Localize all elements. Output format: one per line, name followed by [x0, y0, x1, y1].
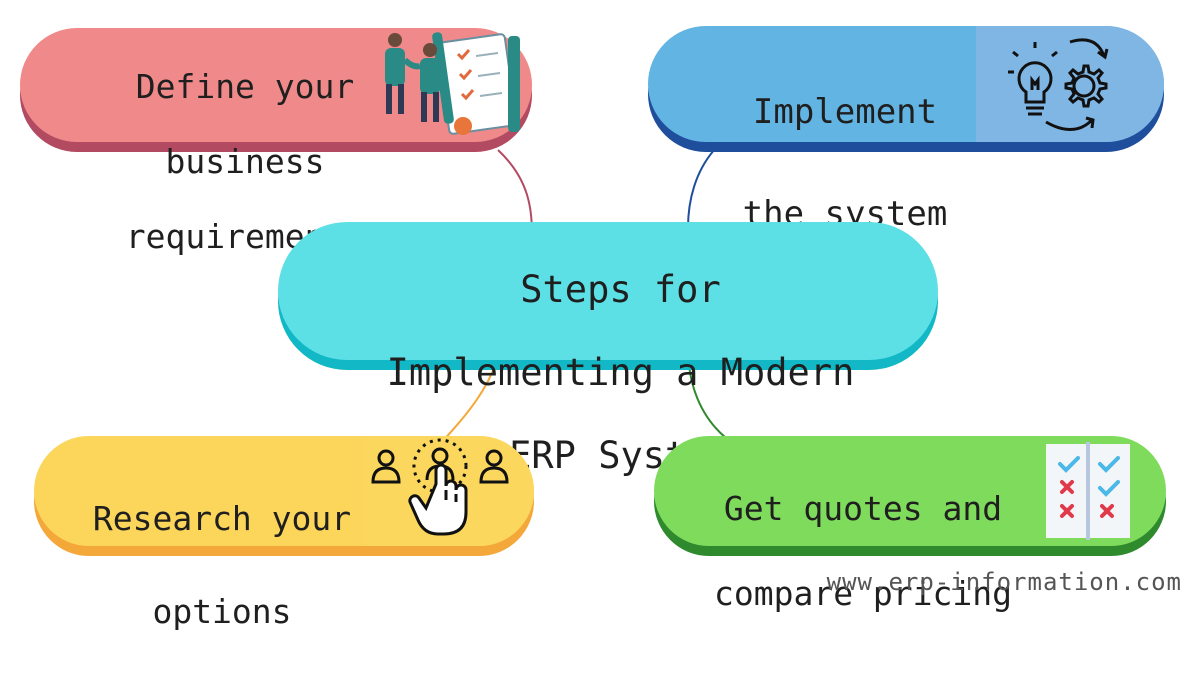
- center-line-2: Implementing a Modern: [386, 351, 855, 395]
- handshake-checklist-icon: [358, 28, 528, 138]
- center-face: [278, 222, 938, 360]
- step-quotes-label: Get quotes and compare pricing: [688, 446, 1038, 657]
- step-define-line-1: Define your: [135, 66, 355, 106]
- step-research-line-1: Research your: [92, 499, 352, 539]
- user-select-icon: [368, 436, 518, 544]
- lightbulb-gear-icon: [1004, 34, 1124, 134]
- erp-steps-diagram: Define your business requirements: [20, 26, 1182, 631]
- footer-url[interactable]: www.erp-information.com: [826, 568, 1182, 596]
- step-research-line-2: options: [152, 591, 292, 631]
- step-research-label: Research your options: [72, 450, 372, 681]
- step-define-label: Define your business requirements: [100, 30, 390, 293]
- checklist-icon: [1042, 440, 1134, 540]
- center-line-1: Steps for: [520, 268, 721, 312]
- step-implement-line-1: Implement: [752, 92, 938, 132]
- center-label: Steps for Implementing a Modern ERP Syst…: [298, 228, 943, 518]
- step-research-node: Research your options: [34, 436, 534, 631]
- center-node: Steps for Implementing a Modern ERP Syst…: [278, 222, 938, 477]
- step-define-line-2: business: [165, 141, 325, 181]
- step-define-node: Define your business requirements: [20, 28, 532, 255]
- step-quotes-node: Get quotes and compare pricing: [654, 436, 1166, 613]
- step-quotes-line-1: Get quotes and: [723, 489, 1003, 529]
- step-implement-node: Implement the system: [648, 26, 1164, 234]
- step-implement-face: [648, 26, 1164, 142]
